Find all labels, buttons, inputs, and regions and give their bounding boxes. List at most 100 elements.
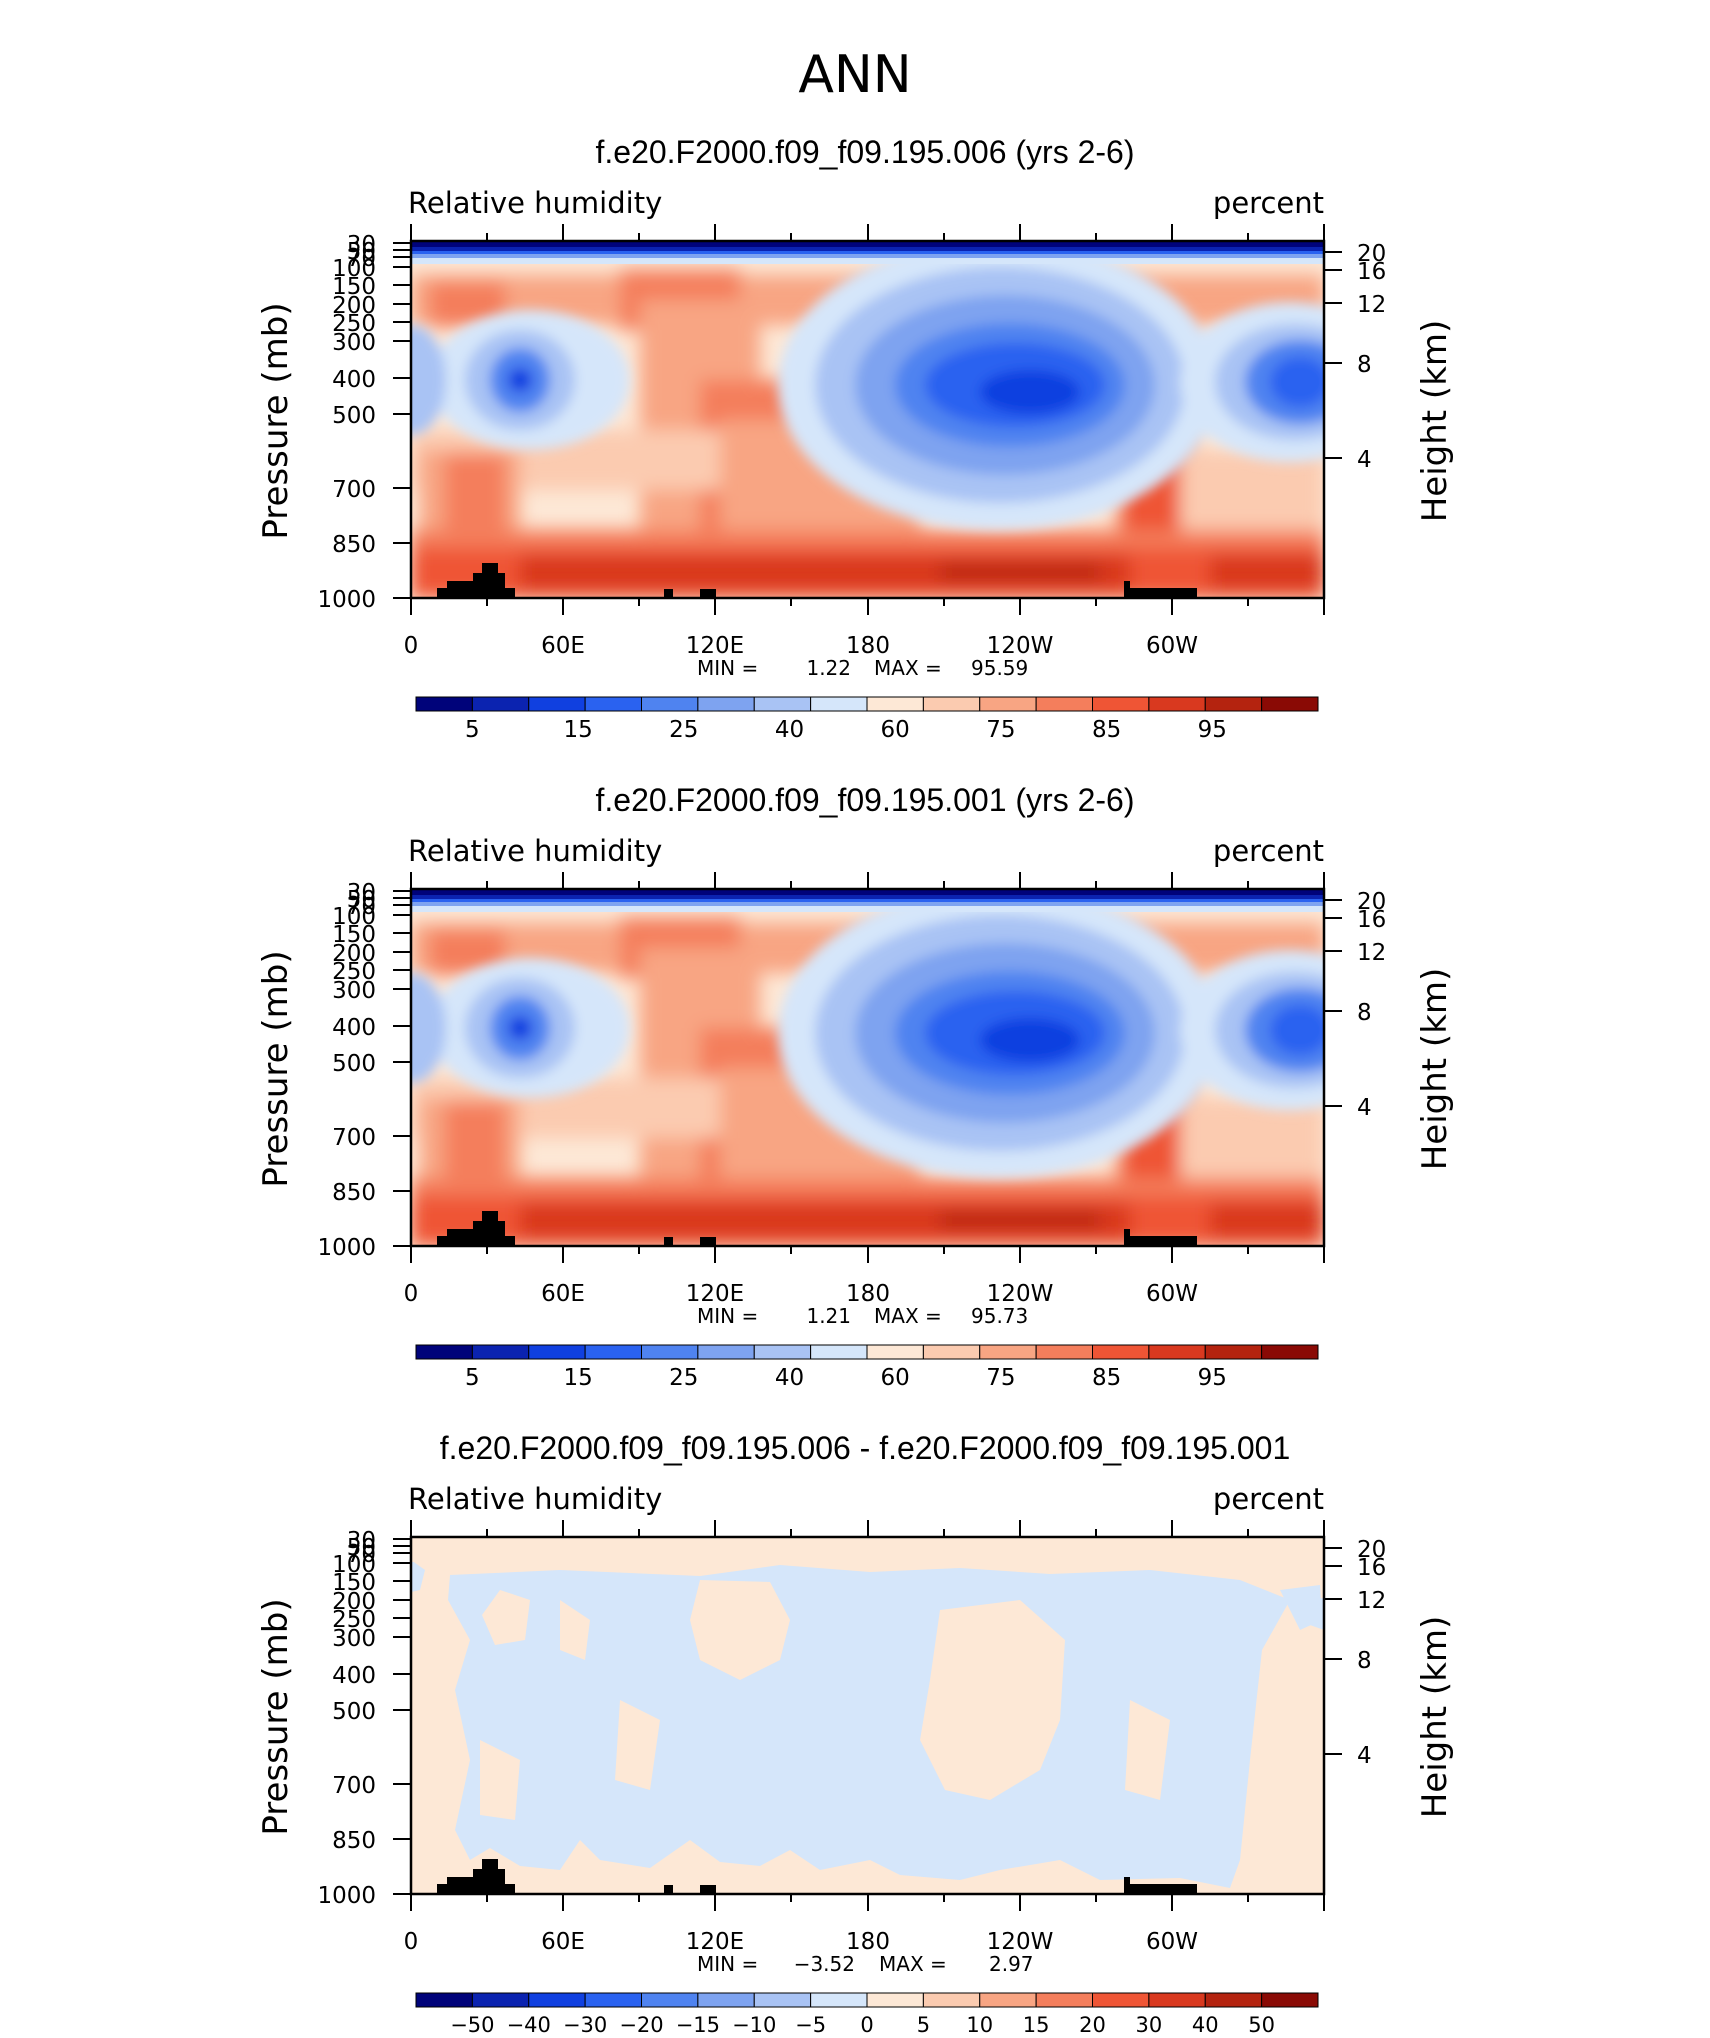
panel-3-ytick: 850 — [332, 1828, 376, 1854]
colorbar-label: 5 — [465, 1365, 480, 1391]
panel-2-xtick: 0 — [404, 1281, 419, 1307]
colorbar-label: 40 — [1192, 2013, 1219, 2037]
panel-3-ytick: 200 — [332, 1589, 376, 1615]
panel-1: f.e20.F2000.f09_f09.195.006 (yrs 2-6) Re… — [256, 134, 1455, 743]
colorbar-label: −40 — [507, 2013, 551, 2037]
panel-1-minmax: MIN = 1.22 MAX = 95.59 — [697, 656, 1028, 680]
panel-2-ytick: 250 — [332, 959, 376, 985]
panel-1-right-axis-title: Height (km) — [1415, 320, 1455, 523]
colorbar-label: 95 — [1198, 1365, 1227, 1391]
colorbar-box — [1148, 1992, 1206, 2008]
panel-3-y-axis-title: Pressure (mb) — [256, 1598, 296, 1835]
colorbar-box — [922, 1344, 981, 1360]
colorbar-label: 15 — [563, 717, 592, 743]
panel-3-height-tick: 8 — [1357, 1648, 1372, 1674]
panel-1-height-tick: 8 — [1357, 352, 1372, 378]
panel-1-ytick: 250 — [332, 311, 376, 337]
colorbar-box — [1148, 1344, 1206, 1360]
colorbar-box — [528, 1344, 586, 1360]
panel-3-xtick: 120E — [686, 1929, 744, 1955]
panel-1-xtick: 120E — [686, 633, 744, 659]
colorbar-box — [1261, 1344, 1319, 1360]
colorbar-label: −10 — [732, 2013, 776, 2037]
colorbar-box — [1092, 1344, 1150, 1360]
panel-3-axes — [393, 1520, 1342, 1911]
panel-2-ytick: 150 — [332, 922, 376, 948]
colorbar-label: 20 — [1079, 2013, 1106, 2037]
colorbar-label: 15 — [1023, 2013, 1050, 2037]
panel-1-max-value: 95.59 — [971, 656, 1028, 680]
colorbar-label: 5 — [917, 2013, 930, 2037]
panel-1-height-tick: 12 — [1357, 292, 1386, 318]
colorbar-box — [1035, 1344, 1094, 1360]
panel-3-xtick: 60W — [1146, 1929, 1198, 1955]
colorbar-label: 60 — [881, 1365, 910, 1391]
panel-1-xtick: 120W — [987, 633, 1054, 659]
colorbar-box — [471, 696, 530, 712]
colorbar-box — [753, 696, 812, 712]
colorbar-box — [584, 1992, 643, 2008]
panel-1-field — [411, 241, 1324, 598]
colorbar-box — [1261, 1992, 1319, 2008]
colorbar-label: 0 — [860, 2013, 873, 2037]
colorbar-label: 75 — [986, 1365, 1015, 1391]
panel-1-xtick: 60E — [541, 633, 585, 659]
colorbar-label: 95 — [1198, 717, 1227, 743]
colorbar-label: −15 — [676, 2013, 720, 2037]
panel-2-ytick: 200 — [332, 941, 376, 967]
panel-3-ytick: 30 — [347, 1528, 376, 1554]
panel-3-height-tick: 4 — [1357, 1743, 1372, 1769]
panel-3-ytick: 400 — [332, 1663, 376, 1689]
colorbar-box — [1204, 696, 1263, 712]
panel-1-right-tick-labels: 4 8 12 16 20 — [1357, 241, 1386, 473]
panel-2-min-label: MIN = — [697, 1304, 758, 1328]
panel-1-colorbar: 5 15 25 40 60 75 85 95 — [415, 696, 1319, 743]
panel-1-ytick: 1000 — [317, 587, 376, 613]
panel-1-title: f.e20.F2000.f09_f09.195.006 (yrs 2-6) — [595, 134, 1134, 170]
colorbar-box — [810, 696, 868, 712]
panel-2-title: f.e20.F2000.f09_f09.195.001 (yrs 2-6) — [595, 782, 1134, 818]
panel-2-xtick: 120E — [686, 1281, 744, 1307]
colorbar-box — [697, 1992, 755, 2008]
panel-3-ytick: 50 — [347, 1535, 376, 1561]
panel-1-axes — [393, 224, 1342, 615]
panel-2-height-tick: 12 — [1357, 940, 1386, 966]
panel-2-ytick: 700 — [332, 1125, 376, 1151]
panel-3-right-tick-labels: 4 8 12 16 20 — [1357, 1537, 1386, 1769]
colorbar-box — [922, 1992, 981, 2008]
panel-2-right-tick-labels: 4 8 12 16 20 — [1357, 889, 1386, 1121]
panel-2: f.e20.F2000.f09_f09.195.001 (yrs 2-6) Re… — [256, 782, 1455, 1391]
colorbar-label: 40 — [775, 717, 804, 743]
colorbar-box — [753, 1992, 812, 2008]
panel-3-height-tick: 20 — [1357, 1537, 1386, 1563]
panel-3-y-tick-labels: 1000 850 700 500 400 300 250 200 150 100… — [317, 1528, 376, 1909]
panel-2-ytick: 400 — [332, 1015, 376, 1041]
panel-1-height-tick: 20 — [1357, 241, 1386, 267]
colorbar-label: 5 — [465, 717, 480, 743]
panel-2-max-value: 95.73 — [971, 1304, 1028, 1328]
panel-1-xtick: 0 — [404, 633, 419, 659]
panel-2-ytick: 100 — [332, 904, 376, 930]
panel-2-y-axis-title: Pressure (mb) — [256, 950, 296, 1187]
panel-2-ytick: 30 — [347, 880, 376, 906]
panel-3-right-axis-title: Height (km) — [1415, 1616, 1455, 1819]
panel-3-ytick: 150 — [332, 1570, 376, 1596]
colorbar-label: −20 — [619, 2013, 663, 2037]
colorbar-box — [922, 696, 981, 712]
panel-1-min-value: 1.22 — [806, 656, 851, 680]
panel-2-ytick: 500 — [332, 1051, 376, 1077]
colorbar-box — [641, 696, 699, 712]
panel-3-x-tick-labels: 0 60E 120E 180 120W 60W — [404, 1929, 1198, 1955]
panel-1-min-label: MIN = — [697, 656, 758, 680]
panel-1-height-tick: 16 — [1357, 259, 1386, 285]
panel-3-minmax: MIN = −3.52 MAX = 2.97 — [697, 1952, 1034, 1976]
colorbar-box — [1204, 1344, 1263, 1360]
panel-3-topography — [437, 1859, 1197, 1894]
colorbar-box — [1035, 1992, 1094, 2008]
colorbar-label: −5 — [795, 2013, 826, 2037]
figure-title: ANN — [798, 45, 911, 105]
panel-2-minmax: MIN = 1.21 MAX = 95.73 — [697, 1304, 1028, 1328]
colorbar-box — [1204, 1992, 1263, 2008]
colorbar-box — [1092, 696, 1150, 712]
panel-3-max-value: 2.97 — [989, 1952, 1034, 1976]
